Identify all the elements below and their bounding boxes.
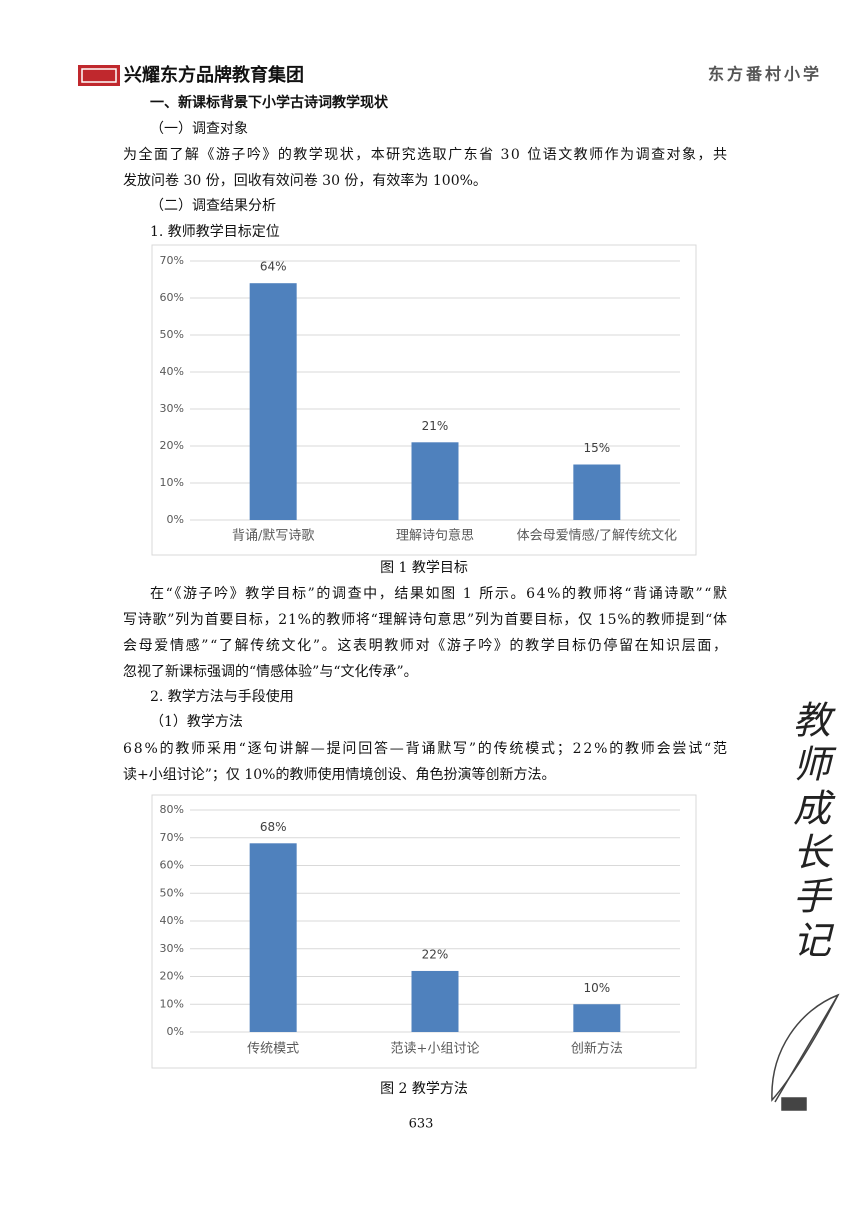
x-tick-label: 范读+小组讨论 — [391, 1042, 480, 1057]
subheading: （一）调查对象 — [150, 121, 248, 137]
logo — [78, 65, 120, 86]
data-label: 68% — [260, 820, 287, 834]
paragraph-line: 为全面了解《游子吟》的教学现状，本研究选取广东省 30 位语文教师作为调查对象，… — [123, 146, 727, 163]
item-heading: （1）教学方法 — [150, 714, 243, 730]
y-tick-label: 30% — [160, 402, 184, 415]
paragraph-line: 会母爱情感”“了解传统文化”。这表明教师对《游子吟》的教学目标仍停留在知识层面， — [123, 637, 727, 654]
feather — [771, 993, 840, 1111]
bar — [573, 464, 621, 520]
y-tick-label: 20% — [160, 439, 184, 452]
x-tick-label: 体会母爱情感/了解传统文化 — [517, 528, 677, 544]
y-tick-label: 30% — [160, 942, 184, 955]
paragraph-line: 68%的教师采用“逐句讲解—提问回答—背诵默写”的传统模式；22%的教师会尝试“… — [123, 740, 727, 757]
y-tick-label: 70% — [160, 254, 184, 267]
y-tick-label: 0% — [167, 1025, 184, 1038]
item-heading: 2. 教学方法与手段使用 — [150, 688, 294, 705]
paragraph-line: 发放问卷 30 份，回收有效问卷 30 份，有效率为 100%。 — [123, 172, 487, 189]
figure-caption: 图 2 教学方法 — [380, 1081, 468, 1097]
item-heading: 1. 教师教学目标定位 — [150, 224, 280, 240]
figure-caption: 图 1 教学目标 — [380, 560, 468, 576]
page-number: 633 — [409, 1117, 434, 1132]
x-tick-label: 背诵/默写诗歌 — [232, 528, 314, 544]
data-label: 64% — [260, 260, 287, 274]
data-label: 10% — [583, 981, 610, 995]
subheading: （二）调查结果分析 — [150, 198, 276, 214]
y-tick-label: 20% — [160, 970, 184, 983]
x-tick-label: 理解诗句意思 — [396, 528, 474, 544]
x-tick-label: 传统模式 — [247, 1042, 299, 1057]
y-tick-label: 10% — [160, 997, 184, 1010]
header-school: 东方番村小学 — [708, 65, 822, 84]
data-label: 21% — [422, 419, 449, 433]
y-tick-label: 0% — [167, 513, 184, 526]
paragraph-line: 读+小组讨论”；仅 10%的教师使用情境创设、角色扮演等创新方法。 — [123, 766, 555, 783]
header-group: 兴耀东方品牌教育集团 — [124, 64, 304, 86]
ink-pot — [781, 1097, 807, 1111]
bar — [573, 1004, 621, 1032]
data-label: 22% — [422, 947, 449, 961]
y-tick-label: 50% — [160, 328, 184, 341]
bar — [249, 283, 297, 520]
y-tick-label: 60% — [160, 291, 184, 304]
y-tick-label: 70% — [160, 831, 184, 844]
y-tick-label: 40% — [160, 914, 184, 927]
paragraph-line: 写诗歌”列为首要目标，21%的教师将“理解诗句意思”列为首要目标，仅 15%的教… — [123, 611, 727, 628]
y-tick-label: 50% — [160, 886, 184, 899]
logo-inner — [81, 68, 117, 83]
section-title: 一、新课标背景下小学古诗词教学现状 — [150, 94, 389, 111]
y-tick-label: 40% — [160, 365, 184, 378]
x-tick-label: 创新方法 — [571, 1041, 623, 1057]
y-tick-label: 10% — [160, 476, 184, 489]
y-tick-label: 80% — [160, 803, 184, 816]
y-tick-label: 60% — [160, 859, 184, 872]
side-title: 教师成长手记 — [787, 700, 831, 964]
paragraph-line: 忽视了新课标强调的“情感体验”与“文化传承”。 — [123, 663, 418, 680]
feather-body — [771, 993, 840, 1102]
data-label: 15% — [583, 441, 610, 455]
bar — [411, 442, 459, 520]
bar — [249, 843, 297, 1032]
paragraph-line: 在“《游子吟》教学目标”的调查中，结果如图 1 所示。64%的教师将“背诵诗歌”… — [150, 586, 727, 602]
feather-quill — [774, 994, 839, 1103]
bar — [411, 970, 459, 1032]
